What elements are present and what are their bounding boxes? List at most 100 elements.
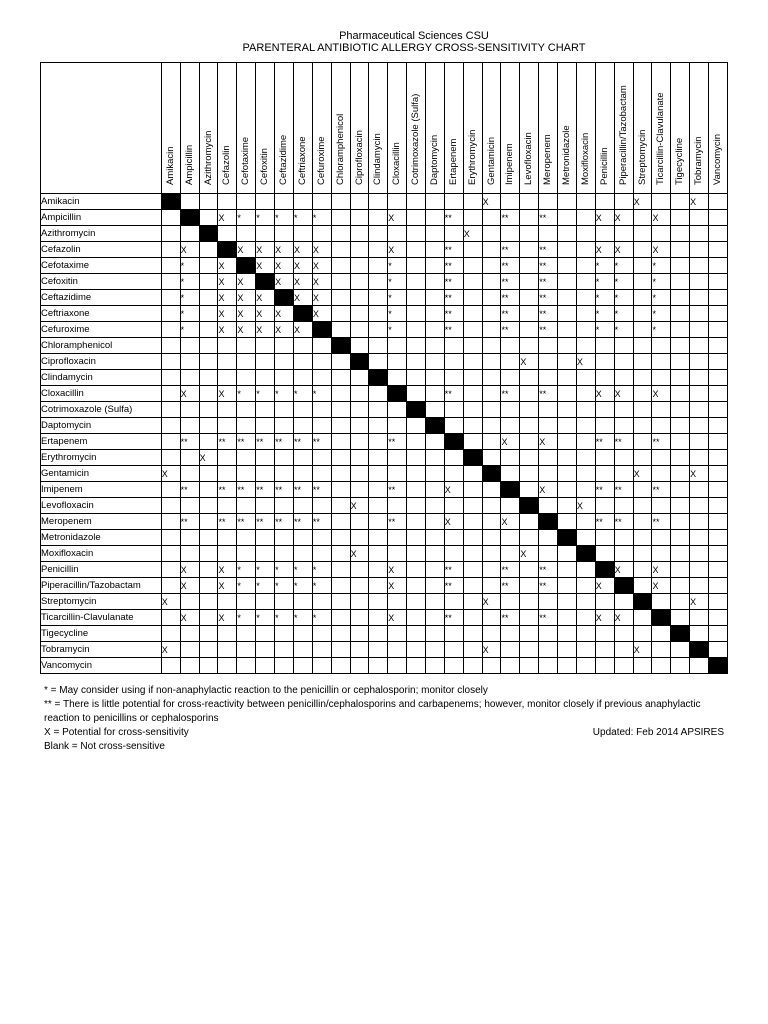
- cell: X: [294, 290, 313, 306]
- cell: X: [180, 386, 199, 402]
- cell: [709, 562, 728, 578]
- cell: X: [256, 306, 275, 322]
- column-header: Ertapenem: [444, 63, 463, 194]
- cell: [558, 562, 577, 578]
- table-row: Ticarcillin-ClavulanateXX*****X******XX: [41, 610, 728, 626]
- cell: *: [595, 290, 614, 306]
- cell: [633, 450, 652, 466]
- cell: X: [275, 322, 294, 338]
- cell: **: [614, 434, 633, 450]
- cell: [482, 386, 501, 402]
- table-row: Ertapenem****************XX******: [41, 434, 728, 450]
- cell: [558, 498, 577, 514]
- cell: [709, 274, 728, 290]
- row-label: Meropenem: [41, 514, 162, 530]
- cell: [482, 578, 501, 594]
- cell: [690, 386, 709, 402]
- cell: [256, 546, 275, 562]
- cell: [539, 658, 558, 674]
- cell: X: [652, 386, 671, 402]
- cell: *: [614, 290, 633, 306]
- cell: **: [595, 482, 614, 498]
- cell: [520, 290, 539, 306]
- cell: [312, 450, 331, 466]
- table-row: Imipenem****************XX******: [41, 482, 728, 498]
- cell: [576, 242, 595, 258]
- cell: [180, 210, 199, 226]
- cell: [671, 482, 690, 498]
- table-row: CefazolinXXXXXXX******XXX: [41, 242, 728, 258]
- column-header: Cotrimoxazole (Sulfa): [407, 63, 426, 194]
- col-label: Cotrimoxazole (Sulfa): [410, 94, 421, 185]
- cell: *: [180, 258, 199, 274]
- cell: X: [312, 274, 331, 290]
- cell: [558, 514, 577, 530]
- col-label: Cloxacillin: [391, 142, 402, 185]
- cell: [444, 450, 463, 466]
- cell: [709, 322, 728, 338]
- cell: [237, 626, 256, 642]
- cell: [520, 370, 539, 386]
- cell: *: [652, 258, 671, 274]
- cell: [425, 306, 444, 322]
- cell: [595, 626, 614, 642]
- cell: X: [501, 514, 520, 530]
- cell: [671, 450, 690, 466]
- cell: [425, 466, 444, 482]
- column-header: Cefoxitin: [256, 63, 275, 194]
- cell: [199, 226, 218, 242]
- cell: [633, 626, 652, 642]
- cell: [576, 290, 595, 306]
- cell: [350, 402, 369, 418]
- cell: [350, 242, 369, 258]
- cell: [652, 194, 671, 210]
- cell: [671, 514, 690, 530]
- cell: [369, 306, 388, 322]
- column-header: Ceftriaxone: [294, 63, 313, 194]
- cell: [312, 338, 331, 354]
- cell: [237, 642, 256, 658]
- cell: [595, 402, 614, 418]
- cell: *: [614, 258, 633, 274]
- cell: [331, 450, 350, 466]
- cell: *: [294, 578, 313, 594]
- cell: **: [539, 258, 558, 274]
- cell: [199, 626, 218, 642]
- row-label: Ticarcillin-Clavulanate: [41, 610, 162, 626]
- cell: [199, 354, 218, 370]
- cell: [558, 610, 577, 626]
- cell: X: [218, 610, 237, 626]
- table-row: Piperacillin/TazobactamXX*****X******XX: [41, 578, 728, 594]
- cell: X: [482, 642, 501, 658]
- cell: *: [275, 562, 294, 578]
- cell: X: [256, 322, 275, 338]
- cell: [614, 354, 633, 370]
- cell: [218, 626, 237, 642]
- cell: [690, 450, 709, 466]
- cell: [539, 594, 558, 610]
- cell: [539, 450, 558, 466]
- row-label: Tobramycin: [41, 642, 162, 658]
- cell: [520, 450, 539, 466]
- cell: [463, 626, 482, 642]
- cell: [520, 642, 539, 658]
- cell: [199, 210, 218, 226]
- cell: [350, 306, 369, 322]
- cell: *: [237, 210, 256, 226]
- cell: [180, 498, 199, 514]
- table-row: CiprofloxacinXX: [41, 354, 728, 370]
- cell: [614, 226, 633, 242]
- cell: X: [652, 578, 671, 594]
- cell: X: [482, 194, 501, 210]
- cell: **: [444, 274, 463, 290]
- cell: [180, 418, 199, 434]
- cell: [633, 242, 652, 258]
- cell: [539, 466, 558, 482]
- cell: X: [595, 610, 614, 626]
- cell: [218, 226, 237, 242]
- cell: X: [275, 274, 294, 290]
- col-label: Levofloxacin: [523, 132, 534, 185]
- cell: [350, 626, 369, 642]
- cell: [218, 498, 237, 514]
- cell: [709, 338, 728, 354]
